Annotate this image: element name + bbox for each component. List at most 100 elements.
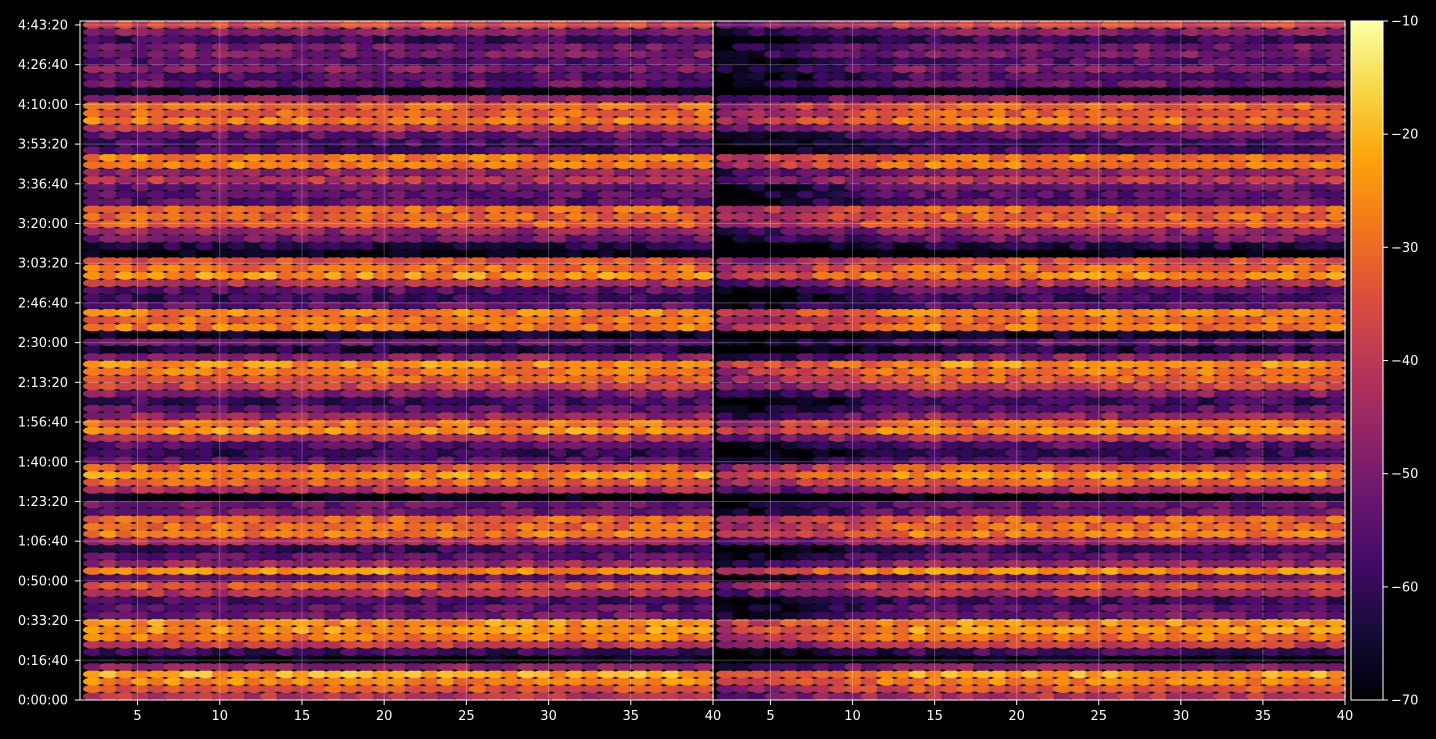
heatmap-cell [163,596,184,605]
heatmap-cell [485,596,505,605]
heatmap-cell [533,618,554,627]
heatmap-cell [501,360,521,369]
heatmap-cell [485,692,505,701]
heatmap-cell [1326,588,1346,598]
heatmap-cell [677,537,698,546]
heatmap-cell [243,500,264,509]
heatmap-cell [211,662,232,671]
heatmap-cell [211,529,232,539]
heatmap-cell [147,574,168,583]
heatmap-cell [485,397,505,406]
heatmap-cell [195,500,216,509]
heatmap-cell [227,662,248,671]
heatmap-cell [404,566,425,575]
heatmap-cell [340,507,361,516]
heatmap-cell [533,374,554,384]
heatmap-cell [243,470,264,479]
heatmap-cell [1326,596,1346,605]
heatmap-cell [597,382,618,391]
heatmap-cell [1326,529,1346,539]
heatmap-cell [581,456,602,465]
heatmap-cell [549,537,570,546]
heatmap-cell [452,529,473,539]
heatmap-cell [308,515,329,524]
heatmap-cell [292,485,312,494]
heatmap-cell [468,625,489,635]
heatmap-cell [501,404,521,413]
heatmap-cell [211,618,232,627]
heatmap-cell [645,478,666,487]
heatmap-cell [163,397,184,406]
heatmap-cell [211,426,232,435]
heatmap-cell [99,618,120,627]
heatmap-cell [163,360,184,369]
heatmap-cell [356,448,377,457]
heatmap-cell [324,456,345,465]
heatmap-cell [501,559,521,568]
heatmap-cell [677,544,698,553]
heatmap-cell [372,588,393,598]
heatmap-cell [308,544,329,553]
heatmap-cell [468,581,489,590]
heatmap-cell [324,529,345,539]
heatmap-cell [324,426,345,435]
heatmap-cell [131,463,152,472]
heatmap-cell [356,566,377,575]
heatmap-cell [276,507,296,516]
heatmap-cell [340,529,361,539]
heatmap-cell [147,522,168,531]
heatmap-cell [694,603,714,612]
heatmap-cell [1326,478,1346,487]
heatmap-cell [420,670,441,679]
heatmap-cell [195,581,216,590]
heatmap-cell [83,345,103,354]
heatmap-cell [677,618,698,627]
heatmap-cell [452,367,473,376]
heatmap-cell [356,433,377,443]
heatmap-cell [147,470,168,479]
heatmap-cell [147,677,168,686]
heatmap-cell [661,581,682,590]
heatmap-cell [468,574,489,583]
heatmap-cell [661,574,682,583]
heatmap-cell [340,411,361,420]
heatmap-cell [227,448,248,457]
heatmap-cell [388,448,409,457]
heatmap-cell [308,419,329,428]
heatmap-cell [404,692,425,701]
heatmap-cell [613,618,634,627]
heatmap-cell [99,419,120,428]
heatmap-cell [372,478,393,487]
heatmap-cell [115,603,136,612]
heatmap-cell [613,500,634,509]
heatmap-cell [179,492,200,502]
heatmap-cell [661,566,682,575]
heatmap-cell [356,618,377,627]
heatmap-cell [645,492,666,502]
heatmap-cell [115,507,136,516]
heatmap-cell [259,655,280,664]
heatmap-cell [1326,485,1346,494]
heatmap-cell [340,522,361,531]
heatmap-cell [517,433,538,443]
heatmap-cell [533,515,554,524]
heatmap-cell [436,419,457,428]
heatmap-cell [613,625,634,635]
heatmap-cell [597,677,618,686]
heatmap-cell [259,633,280,642]
heatmap-cell [259,507,280,516]
heatmap-cell [404,515,425,524]
heatmap-cell [292,552,312,561]
heatmap-cell [694,101,714,110]
heatmap-cell [131,544,152,553]
heatmap-cell [259,463,280,472]
heatmap-cell [581,397,602,406]
heatmap-cell [324,404,345,413]
heatmap-cell [243,611,264,620]
heatmap-cell [661,426,682,435]
heatmap-cell [356,640,377,649]
heatmap-cell [131,692,152,701]
heatmap-cell [468,485,489,494]
heatmap-cell [613,411,634,420]
heatmap-cell [276,618,296,627]
